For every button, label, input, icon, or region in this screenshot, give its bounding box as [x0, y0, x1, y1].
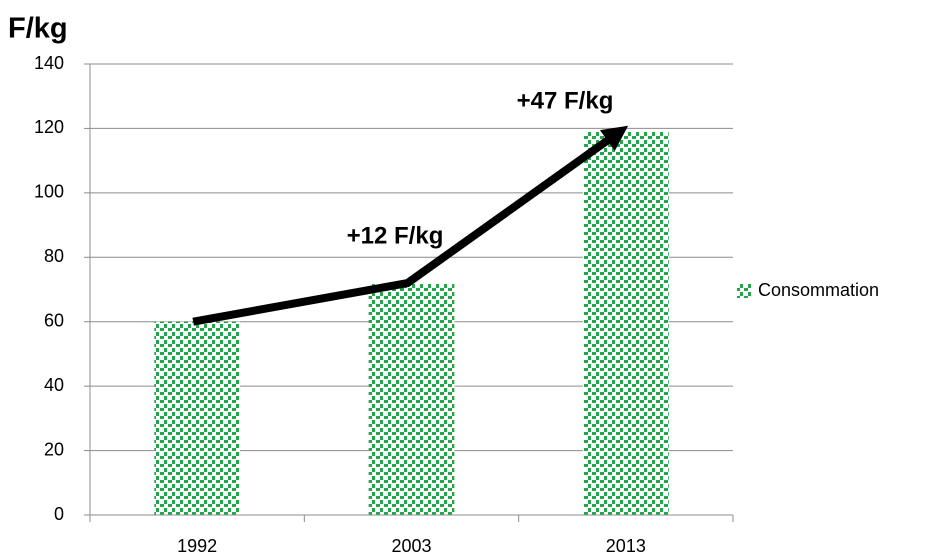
- bar: [368, 283, 455, 515]
- legend-swatch: [737, 284, 751, 298]
- x-tick-label: 2003: [391, 536, 431, 556]
- y-tick-label: 20: [44, 439, 64, 459]
- y-axis-title: F/kg: [8, 13, 68, 45]
- legend-label: Consommation: [758, 280, 879, 300]
- y-tick-label: 60: [44, 310, 64, 330]
- x-tick-label: 2013: [606, 536, 646, 556]
- y-tick-label: 40: [44, 375, 64, 395]
- x-tick-label: 1992: [177, 536, 217, 556]
- y-tick-label: 140: [34, 53, 64, 73]
- annotation: +47 F/kg: [517, 87, 614, 114]
- y-tick-label: 80: [44, 246, 64, 266]
- trend-arrow: [192, 125, 629, 326]
- bar: [582, 131, 669, 515]
- y-tick-label: 100: [34, 182, 64, 202]
- bar: [154, 321, 241, 515]
- annotation: +12 F/kg: [347, 222, 444, 249]
- y-tick-label: 0: [54, 504, 64, 524]
- y-tick-label: 120: [34, 117, 64, 137]
